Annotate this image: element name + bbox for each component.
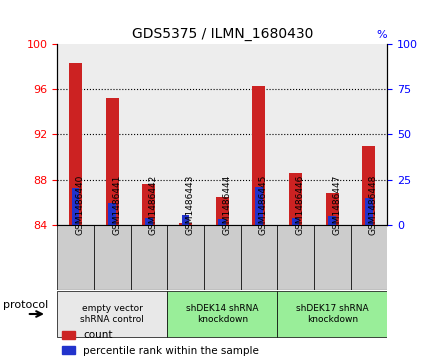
Bar xyxy=(253,86,265,225)
Bar xyxy=(179,223,192,225)
Bar xyxy=(241,44,277,225)
Text: GSM1486446: GSM1486446 xyxy=(296,175,304,235)
Bar xyxy=(145,218,153,225)
Bar xyxy=(167,291,277,337)
Bar xyxy=(277,44,314,225)
Text: GSM1486448: GSM1486448 xyxy=(369,175,378,235)
Title: GDS5375 / ILMN_1680430: GDS5375 / ILMN_1680430 xyxy=(132,27,313,41)
Bar xyxy=(106,98,119,225)
Bar xyxy=(289,173,302,225)
Text: shDEK14 shRNA
knockdown: shDEK14 shRNA knockdown xyxy=(186,304,258,324)
Text: GSM1486445: GSM1486445 xyxy=(259,175,268,235)
Bar xyxy=(204,225,241,290)
Text: %: % xyxy=(377,30,387,40)
Bar xyxy=(204,44,241,225)
Bar xyxy=(57,225,94,290)
Bar xyxy=(351,225,387,290)
Bar xyxy=(363,146,375,225)
Text: GSM1486440: GSM1486440 xyxy=(76,175,84,235)
Bar xyxy=(108,203,116,225)
Bar xyxy=(94,44,131,225)
Bar xyxy=(255,187,263,225)
Text: GSM1486447: GSM1486447 xyxy=(332,175,341,235)
Text: protocol: protocol xyxy=(3,300,48,310)
Bar xyxy=(326,193,339,225)
Bar xyxy=(57,44,94,225)
Bar xyxy=(218,219,226,225)
Bar xyxy=(328,216,336,225)
Bar xyxy=(167,44,204,225)
Bar xyxy=(277,291,387,337)
Bar xyxy=(351,44,387,225)
Bar xyxy=(277,225,314,290)
Text: GSM1486444: GSM1486444 xyxy=(222,175,231,235)
Text: empty vector
shRNA control: empty vector shRNA control xyxy=(80,304,144,324)
Bar xyxy=(314,44,351,225)
Bar xyxy=(365,198,373,225)
Legend: count, percentile rank within the sample: count, percentile rank within the sample xyxy=(62,330,259,356)
Bar xyxy=(69,63,82,225)
Bar xyxy=(292,218,299,225)
Bar xyxy=(72,188,79,225)
Bar xyxy=(131,225,167,290)
Text: GSM1486443: GSM1486443 xyxy=(186,175,194,235)
Text: shDEK17 shRNA
knockdown: shDEK17 shRNA knockdown xyxy=(296,304,369,324)
Bar xyxy=(182,215,189,225)
Bar xyxy=(167,225,204,290)
Bar xyxy=(241,225,277,290)
Text: GSM1486442: GSM1486442 xyxy=(149,175,158,235)
Bar xyxy=(314,225,351,290)
Bar xyxy=(57,291,167,337)
Bar xyxy=(131,44,167,225)
Bar xyxy=(143,184,155,225)
Bar xyxy=(216,197,229,225)
Text: GSM1486441: GSM1486441 xyxy=(112,175,121,235)
Bar xyxy=(94,225,131,290)
